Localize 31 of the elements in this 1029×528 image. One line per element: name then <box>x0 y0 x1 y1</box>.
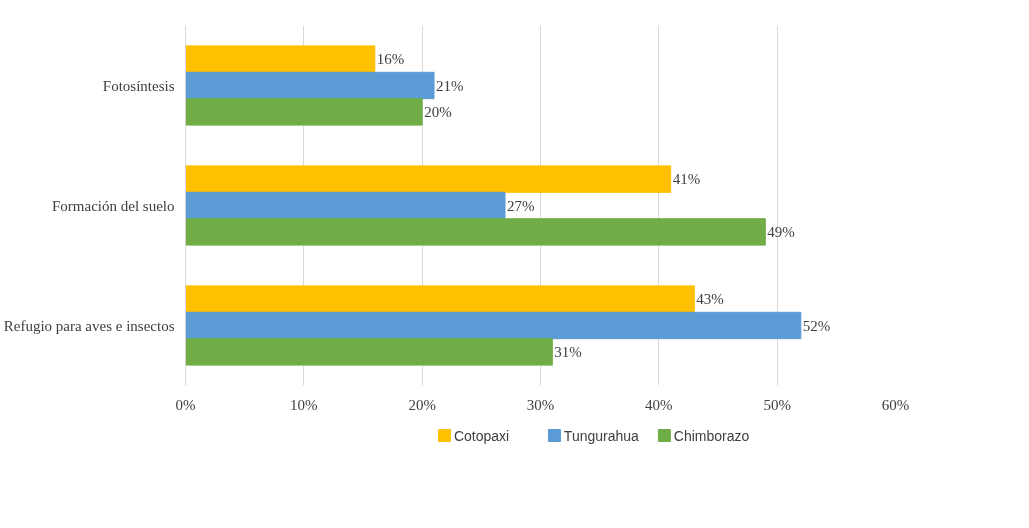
bar <box>185 218 766 246</box>
bar <box>185 71 435 100</box>
bar <box>185 45 376 73</box>
data-label: 49% <box>767 223 795 240</box>
bar <box>185 191 506 220</box>
data-label: 20% <box>424 103 452 120</box>
data-label: 31% <box>554 343 582 360</box>
legend-label: Chimborazo <box>673 427 750 444</box>
bar <box>185 338 553 366</box>
x-tick-label: 0% <box>175 396 196 413</box>
y-tick-label: Fotosíntesis <box>102 77 175 94</box>
legend-label: Tungurahua <box>563 427 640 444</box>
data-label: 41% <box>672 171 701 188</box>
bar <box>185 98 423 126</box>
bar <box>185 285 695 313</box>
x-tick-label: 50% <box>763 396 791 413</box>
data-label: 21% <box>436 77 464 94</box>
data-label: 16% <box>376 51 405 68</box>
bar <box>185 165 672 193</box>
data-label: 27% <box>507 197 535 214</box>
data-label: 52% <box>802 317 831 334</box>
legend-label: Cotopaxi <box>453 427 510 444</box>
x-tick-label: 40% <box>645 396 673 413</box>
x-tick-label: 60% <box>881 396 910 413</box>
x-tick-label: 10% <box>290 396 318 413</box>
bar <box>185 311 802 340</box>
y-tick-label: Refugio para aves e insectos <box>3 317 175 334</box>
x-tick-label: 30% <box>526 396 555 413</box>
data-label: 43% <box>696 291 724 308</box>
y-tick-label: Formación del suelo <box>52 197 175 214</box>
x-tick-label: 20% <box>408 396 436 413</box>
